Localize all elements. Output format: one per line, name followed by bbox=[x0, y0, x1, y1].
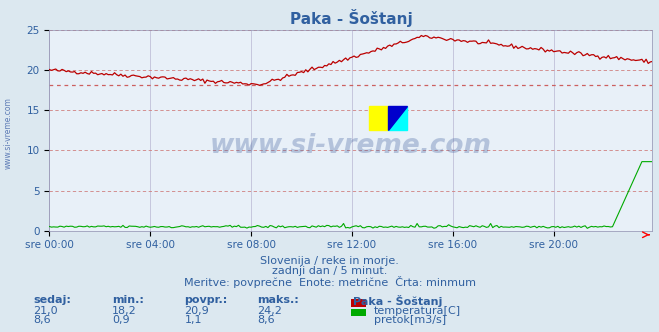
Text: www.si-vreme.com: www.si-vreme.com bbox=[3, 97, 13, 169]
Polygon shape bbox=[387, 106, 407, 130]
Polygon shape bbox=[387, 106, 407, 130]
Title: Paka - Šoštanj: Paka - Šoštanj bbox=[289, 9, 413, 27]
Text: zadnji dan / 5 minut.: zadnji dan / 5 minut. bbox=[272, 266, 387, 276]
Text: 24,2: 24,2 bbox=[257, 306, 282, 316]
Text: Paka - Šoštanj: Paka - Šoštanj bbox=[353, 295, 442, 307]
Text: temperatura[C]: temperatura[C] bbox=[374, 306, 461, 316]
Text: maks.:: maks.: bbox=[257, 295, 299, 305]
Bar bbox=[369, 106, 387, 130]
Text: pretok[m3/s]: pretok[m3/s] bbox=[374, 315, 445, 325]
Text: sedaj:: sedaj: bbox=[33, 295, 71, 305]
Text: Meritve: povprečne  Enote: metrične  Črta: minmum: Meritve: povprečne Enote: metrične Črta:… bbox=[183, 276, 476, 288]
Text: Slovenija / reke in morje.: Slovenija / reke in morje. bbox=[260, 256, 399, 266]
Text: 8,6: 8,6 bbox=[257, 315, 275, 325]
Text: 18,2: 18,2 bbox=[112, 306, 137, 316]
Text: www.si-vreme.com: www.si-vreme.com bbox=[210, 133, 492, 159]
Text: 8,6: 8,6 bbox=[33, 315, 51, 325]
Text: min.:: min.: bbox=[112, 295, 144, 305]
Text: povpr.:: povpr.: bbox=[185, 295, 228, 305]
Text: 21,0: 21,0 bbox=[33, 306, 57, 316]
Text: 1,1: 1,1 bbox=[185, 315, 202, 325]
Text: 20,9: 20,9 bbox=[185, 306, 210, 316]
Text: 0,9: 0,9 bbox=[112, 315, 130, 325]
